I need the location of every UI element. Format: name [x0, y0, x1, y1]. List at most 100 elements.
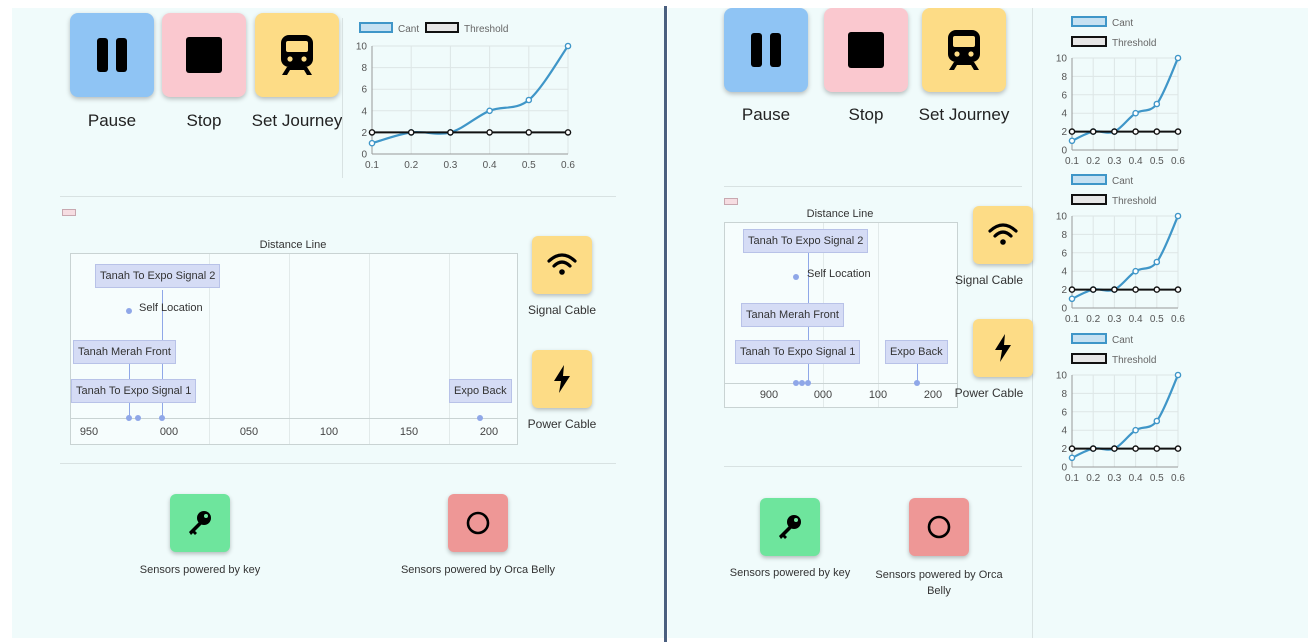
threshold-data-point [1174, 286, 1182, 293]
collapse-toggle[interactable] [62, 209, 76, 216]
power-cable-button[interactable] [532, 350, 592, 408]
cant-data-point [1132, 426, 1139, 434]
threshold-data-point [1089, 286, 1097, 293]
cant-data-point [1068, 137, 1076, 145]
merah-tag[interactable]: Tanah Merah Front [73, 340, 176, 364]
legend-swatch [359, 22, 393, 33]
threshold-data-point [1068, 445, 1076, 452]
legend-label: Threshold [1112, 196, 1156, 207]
signal2-point[interactable] [159, 415, 165, 421]
y-tick-label: 6 [1061, 90, 1067, 101]
threshold-data-point [1132, 128, 1139, 135]
cant-threshold-chart: Cant Threshold 0 2 4 6 8 10 0.1 0.2 0.3 0.4 0.5 0.6 [1056, 16, 1185, 167]
orca-sensor-button[interactable] [448, 494, 508, 552]
expo-back-point[interactable] [914, 380, 920, 386]
threshold-data-point [1111, 286, 1118, 293]
vertical-separator [342, 18, 343, 178]
signal-cable-button[interactable] [973, 206, 1033, 264]
pause-icon [751, 33, 781, 67]
signal2-tag[interactable]: Tanah To Expo Signal 2 [95, 264, 221, 288]
x-tick-label: 0.3 [1107, 473, 1121, 484]
cant-series-line [1071, 374, 1179, 459]
signal-cable-label: Signal Cable [954, 273, 1024, 287]
y-tick-label: 10 [1056, 212, 1068, 223]
tick-label: 900 [759, 389, 779, 401]
y-tick-label: 8 [1061, 230, 1067, 241]
cant-threshold-chart: Cant Threshold 0 2 4 6 8 10 0.1 0.2 0.3 0.4 0.5 0.6 [356, 22, 575, 171]
x-tick-label: 0.1 [1065, 314, 1079, 325]
pause-button[interactable] [724, 8, 808, 92]
signal1-point[interactable] [793, 380, 799, 386]
distance-line-chart: Tanah To Expo Signal 2 Self Location Tan… [70, 253, 518, 445]
self-location-point[interactable] [126, 308, 132, 314]
collapse-toggle[interactable] [724, 198, 738, 205]
threshold-data-point [447, 129, 454, 136]
threshold-data-point [1089, 445, 1097, 452]
legend-label: Cant [1112, 18, 1133, 29]
self-location-label: Self Location [139, 302, 203, 314]
merah-tag[interactable]: Tanah Merah Front [741, 303, 844, 327]
lightning-icon [554, 365, 570, 393]
legend-swatch [1071, 333, 1107, 344]
legend-label: Threshold [464, 24, 508, 35]
key-sensor-button[interactable] [760, 498, 820, 556]
legend-label: Threshold [1112, 38, 1156, 49]
x-tick-label: 0.5 [1150, 156, 1164, 167]
threshold-data-point [1153, 445, 1161, 452]
x-tick-label: 0.1 [1065, 473, 1079, 484]
y-tick-label: 6 [1061, 407, 1067, 418]
threshold-data-point [1068, 286, 1076, 293]
expo-back-tag[interactable]: Expo Back [449, 379, 512, 403]
cant-data-point [564, 42, 572, 50]
cant-threshold-chart: Cant Threshold 0 2 4 6 8 10 0.1 0.2 0.3 0.4 0.5 0.6 [1056, 174, 1185, 325]
set-journey-button[interactable] [922, 8, 1006, 92]
merah-point[interactable] [135, 415, 141, 421]
grid-line [289, 254, 290, 444]
merah-point[interactable] [799, 380, 805, 386]
key-icon [189, 511, 211, 535]
legend-swatch [425, 22, 459, 33]
signal1-tag[interactable]: Tanah To Expo Signal 1 [71, 379, 197, 403]
cant-series-line [1071, 57, 1179, 142]
expo-back-point[interactable] [477, 415, 483, 421]
key-sensor-button[interactable] [170, 494, 230, 552]
stop-icon [848, 32, 884, 68]
y-tick-label: 2 [1061, 444, 1067, 455]
section-divider [724, 466, 1022, 467]
legend-label: Threshold [1112, 355, 1156, 366]
train-icon [281, 35, 313, 75]
pause-icon [97, 38, 127, 72]
cant-data-point [525, 96, 533, 104]
expo-back-tag[interactable]: Expo Back [885, 340, 948, 364]
threshold-data-point [564, 129, 572, 136]
y-tick-label: 2 [1061, 285, 1067, 296]
x-tick-label: 0.2 [404, 160, 418, 171]
signal2-tag[interactable]: Tanah To Expo Signal 2 [743, 229, 869, 253]
power-cable-label: Power Cable [527, 417, 597, 431]
wifi-icon [547, 253, 577, 275]
threshold-data-point [1111, 128, 1118, 135]
threshold-data-point [407, 129, 415, 136]
x-tick-label: 0.1 [1065, 156, 1079, 167]
set-journey-button[interactable] [255, 13, 339, 97]
stop-button[interactable] [824, 8, 908, 92]
power-cable-button[interactable] [973, 319, 1033, 377]
signal-cable-button[interactable] [532, 236, 592, 294]
grid-line [209, 254, 210, 444]
distance-line-title: Distance Line [259, 239, 327, 251]
cant-data-point [486, 107, 493, 115]
legend-label: Cant [1112, 335, 1133, 346]
x-tick-label: 0.6 [1171, 156, 1185, 167]
signal2-point[interactable] [805, 380, 811, 386]
cant-series-line [371, 45, 569, 145]
lightning-icon [995, 334, 1011, 362]
orca-sensor-label: Sensors powered by Orca Belly [875, 569, 1003, 597]
cant-data-point [1153, 258, 1161, 266]
y-tick-label: 2 [1061, 127, 1067, 138]
pause-button[interactable] [70, 13, 154, 97]
self-location-point[interactable] [793, 274, 799, 280]
signal1-tag[interactable]: Tanah To Expo Signal 1 [735, 340, 861, 364]
orca-sensor-button[interactable] [909, 498, 969, 556]
y-tick-label: 6 [361, 85, 367, 96]
stop-button[interactable] [162, 13, 246, 97]
